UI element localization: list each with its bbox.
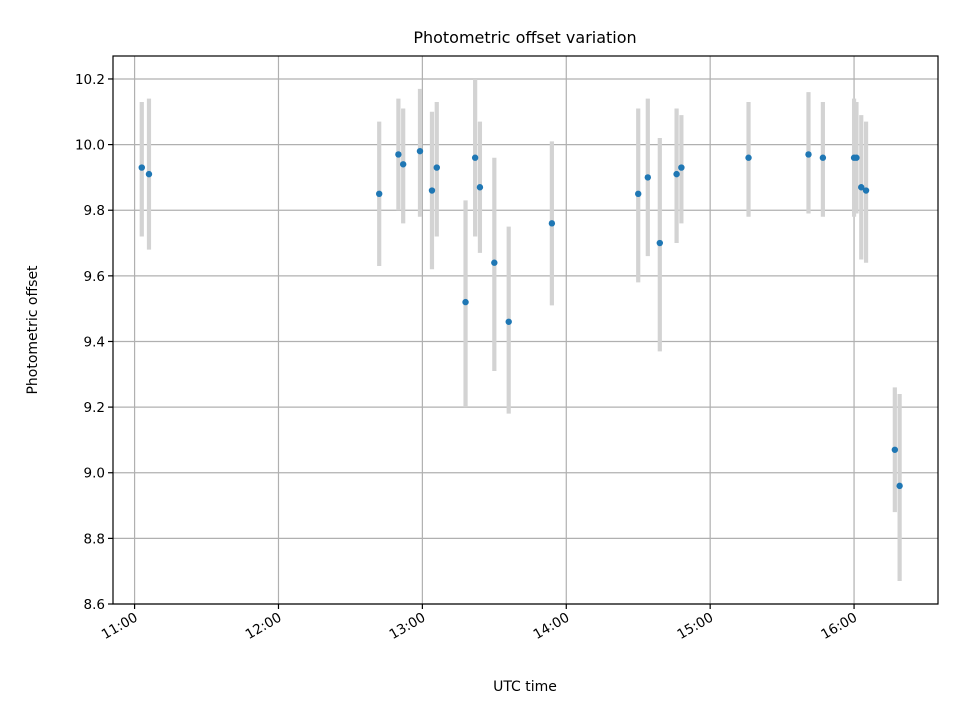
error-bars bbox=[139, 78, 902, 582]
data-point bbox=[548, 220, 556, 227]
x-tick-label: 13:00 bbox=[387, 610, 429, 643]
data-point bbox=[891, 446, 899, 453]
data-point bbox=[853, 154, 860, 161]
data-point bbox=[673, 170, 680, 178]
data-point bbox=[644, 174, 652, 181]
y-tick-label: 10.2 bbox=[75, 72, 105, 88]
data-point bbox=[376, 190, 383, 198]
x-tick-label: 11:00 bbox=[99, 610, 141, 643]
chart-title: Photometric offset variation bbox=[413, 28, 636, 47]
data-point bbox=[145, 170, 153, 178]
x-tick-label: 15:00 bbox=[674, 610, 716, 643]
data-point bbox=[745, 154, 752, 161]
data-point bbox=[491, 259, 498, 266]
data-point bbox=[862, 187, 870, 194]
y-tick-label: 8.8 bbox=[84, 531, 105, 547]
y-tick-label: 10.0 bbox=[75, 138, 105, 154]
data-point bbox=[462, 298, 469, 306]
data-point bbox=[858, 184, 865, 191]
data-point bbox=[819, 154, 827, 161]
data-point bbox=[433, 164, 440, 171]
data-point bbox=[416, 147, 424, 155]
y-tick-label: 8.6 bbox=[84, 597, 105, 613]
x-tick-label: 14:00 bbox=[531, 610, 573, 643]
x-axis-label: UTC time bbox=[493, 679, 557, 695]
data-point bbox=[428, 187, 436, 194]
x-tick-label: 12:00 bbox=[243, 610, 285, 643]
y-tick-label: 9.0 bbox=[84, 466, 105, 482]
data-point bbox=[471, 154, 479, 161]
y-tick-label: 9.2 bbox=[84, 400, 105, 416]
data-point bbox=[399, 161, 407, 168]
grid-lines bbox=[113, 56, 938, 605]
data-point bbox=[656, 239, 664, 247]
data-point bbox=[505, 318, 512, 325]
plot-area-frame bbox=[112, 55, 939, 605]
x-tick-label: 16:00 bbox=[818, 610, 860, 643]
y-tick-label: 9.4 bbox=[84, 334, 105, 350]
data-point bbox=[896, 482, 903, 490]
y-axis-label: Photometric offset bbox=[25, 265, 41, 395]
y-tick-label: 9.6 bbox=[84, 269, 105, 285]
y-tick-label: 9.8 bbox=[84, 203, 105, 219]
data-point bbox=[635, 190, 642, 198]
data-point bbox=[805, 151, 812, 158]
data-points bbox=[138, 147, 903, 490]
data-point bbox=[138, 164, 145, 171]
data-point bbox=[678, 164, 685, 171]
data-point bbox=[476, 184, 484, 191]
data-point bbox=[395, 151, 402, 158]
